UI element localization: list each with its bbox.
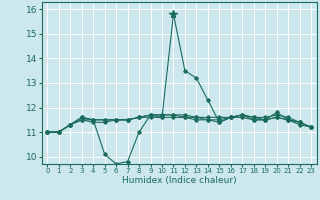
X-axis label: Humidex (Indice chaleur): Humidex (Indice chaleur) xyxy=(122,176,236,185)
